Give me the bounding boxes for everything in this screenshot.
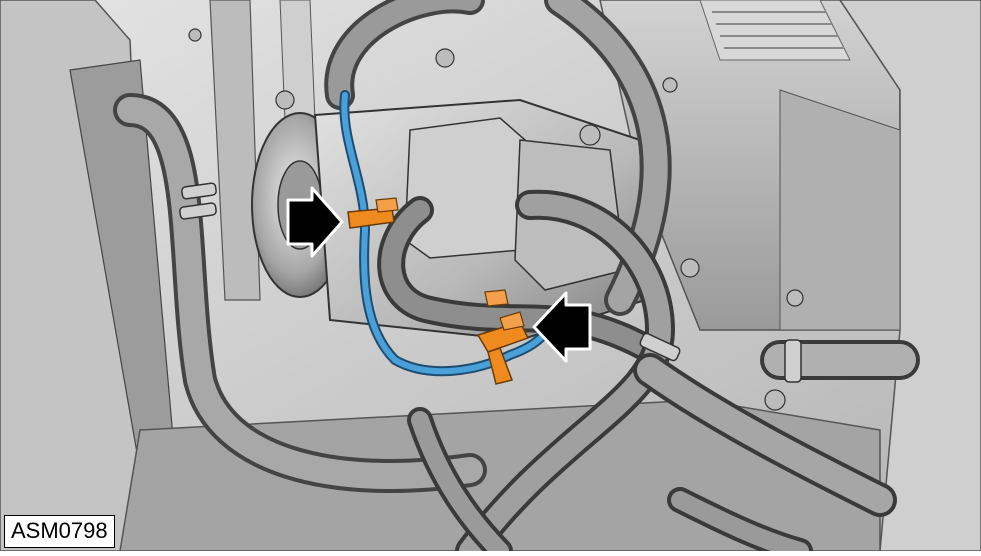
hose-upper-left-hl <box>328 0 481 106</box>
right-inner-panel <box>779 89 901 331</box>
hose-clamps <box>179 182 802 383</box>
bolt <box>579 124 601 146</box>
frame-rail-top <box>209 0 261 301</box>
wire-clip-lower <box>476 289 530 385</box>
hose-clamp <box>639 332 681 362</box>
bolt <box>435 48 455 68</box>
hose-compressor-outlet-hl <box>459 193 672 556</box>
hose-clamp <box>784 339 802 383</box>
figure-id-label: ASM0798 <box>4 515 115 548</box>
hose-lower-right-hl <box>637 357 893 513</box>
bolt <box>662 77 678 93</box>
hose-clamp <box>179 202 217 220</box>
wire-clip-upper <box>347 197 399 229</box>
wire-harness <box>341 92 551 375</box>
right-grille <box>699 0 851 61</box>
hose-left-long-hl <box>117 97 483 489</box>
bolt <box>764 389 786 411</box>
bolts <box>188 28 804 411</box>
hose-clamp <box>181 182 217 200</box>
callout-arrow-left <box>286 186 344 258</box>
grille-slats <box>712 11 844 49</box>
hose-bottom-2-hl <box>671 491 809 556</box>
bolt <box>680 258 700 278</box>
bolt <box>275 90 295 110</box>
bolt <box>786 289 804 307</box>
bolt <box>188 28 202 42</box>
wiring-harness <box>339 90 553 377</box>
callout-arrow-right <box>532 291 592 363</box>
compressor-top-block <box>404 117 526 259</box>
hose-bottom-1-hl <box>411 411 509 556</box>
